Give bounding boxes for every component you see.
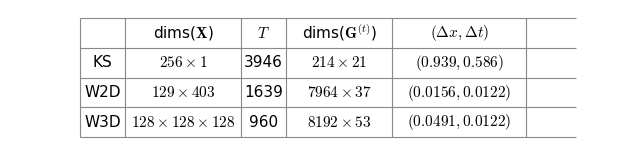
Text: $(0.0491, 0.0122)$: $(0.0491, 0.0122)$ xyxy=(407,112,511,132)
Text: $128 \times 128 \times 128$: $128 \times 128 \times 128$ xyxy=(131,115,236,130)
Text: $(0.0156, 0.0122)$: $(0.0156, 0.0122)$ xyxy=(407,83,511,103)
Text: KS: KS xyxy=(92,55,112,70)
Text: dims($\mathbf{G}^{(t)}$): dims($\mathbf{G}^{(t)}$) xyxy=(301,23,377,43)
Text: dims($\mathbf{X}$): dims($\mathbf{X}$) xyxy=(152,24,213,42)
Text: W2D: W2D xyxy=(84,85,120,100)
Text: $214 \times 21$: $214 \times 21$ xyxy=(311,55,367,70)
Text: 960: 960 xyxy=(249,115,278,130)
Text: $8192 \times 53$: $8192 \times 53$ xyxy=(307,115,371,130)
Text: W3D: W3D xyxy=(84,115,120,130)
Text: $(0.939, 0.586)$: $(0.939, 0.586)$ xyxy=(415,53,504,73)
Text: $T$: $T$ xyxy=(257,26,270,41)
Text: 1639: 1639 xyxy=(244,85,283,100)
Text: $256 \times 1$: $256 \times 1$ xyxy=(159,55,207,70)
Text: $(\Delta x, \Delta t)$: $(\Delta x, \Delta t)$ xyxy=(430,23,489,43)
Text: $7964 \times 37$: $7964 \times 37$ xyxy=(307,85,372,100)
Text: 3946: 3946 xyxy=(244,55,283,70)
Text: $129 \times 403$: $129 \times 403$ xyxy=(150,85,215,100)
